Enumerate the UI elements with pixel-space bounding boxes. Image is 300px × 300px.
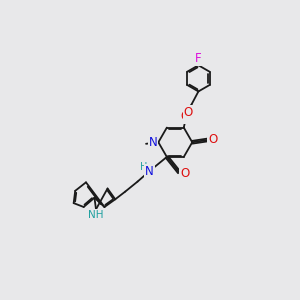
Text: F: F (195, 52, 202, 65)
Text: N: N (145, 165, 154, 178)
Text: O: O (208, 134, 218, 146)
Text: N: N (148, 136, 158, 149)
Text: O: O (184, 106, 193, 119)
Text: O: O (181, 110, 190, 123)
Text: H: H (140, 162, 147, 172)
Text: NH: NH (88, 211, 104, 220)
Text: O: O (180, 167, 189, 180)
